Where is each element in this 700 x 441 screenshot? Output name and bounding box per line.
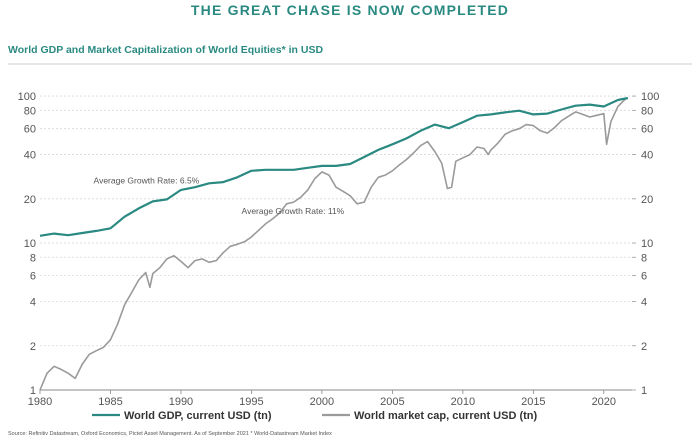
legend-label-world-gdp: World GDP, current USD (tn) <box>124 410 272 422</box>
x-axis: 1980 1985 1990 1995 2000 2005 2010 2015 2020 <box>28 389 632 408</box>
y-axis-left: 1 2 4 6 8 10 20 40 60 80 100 <box>18 91 36 397</box>
series-lines <box>39 96 629 391</box>
y-tick-label-right: 20 <box>641 194 653 206</box>
y-tick-label-left: 100 <box>18 91 36 103</box>
legend-label-world-market-cap: World market cap, current USD (tn) <box>354 410 537 422</box>
gridlines <box>40 95 632 391</box>
y-tick-label-left: 40 <box>24 150 36 162</box>
x-tick-label: 1990 <box>169 396 193 408</box>
y-tick-label-right: 8 <box>641 252 647 264</box>
y-tick-label-left: 4 <box>30 297 36 309</box>
annotation-1: Average Growth Rate: 6.5% <box>94 175 200 185</box>
y-tick-label-right: 60 <box>641 124 653 136</box>
x-tick-label: 1985 <box>98 396 122 408</box>
annotations: Average Growth Rate: 6.5% Average Growth … <box>94 175 345 216</box>
y-tick-label-right: 2 <box>641 341 647 353</box>
y-axis-right: 1 2 4 6 8 10 20 40 60 80 100 <box>632 91 659 397</box>
y-tick-label-left: 8 <box>30 252 36 264</box>
y-tick-label-left: 60 <box>24 124 36 136</box>
series-line-world-market-cap <box>39 97 629 391</box>
y-tick-label-left: 6 <box>30 271 36 283</box>
y-tick-label-left: 2 <box>30 341 36 353</box>
y-tick-label-right: 100 <box>641 91 659 103</box>
source-note: Source: Refinitiv Datastream, Oxford Eco… <box>8 431 332 437</box>
series-line-world-gdp <box>39 96 629 237</box>
x-tick-label: 2015 <box>521 396 545 408</box>
x-tick-label: 2010 <box>451 396 475 408</box>
y-tick-label-right: 1 <box>641 385 647 397</box>
y-tick-label-right: 10 <box>641 238 653 250</box>
x-tick-label: 2005 <box>380 396 404 408</box>
annotation-2: Average Growth Rate: 11% <box>242 206 345 216</box>
y-tick-label-right: 6 <box>641 271 647 283</box>
x-tick-label: 2000 <box>310 396 334 408</box>
legend: World GDP, current USD (tn) World market … <box>92 410 537 422</box>
y-tick-label-left: 80 <box>24 105 36 117</box>
y-tick-label-left: 20 <box>24 194 36 206</box>
y-tick-label-left: 10 <box>24 238 36 250</box>
y-tick-label-left: 1 <box>30 385 36 397</box>
x-tick-label: 1995 <box>239 396 263 408</box>
chart-title: World GDP and Market Capitalization of W… <box>8 44 324 56</box>
y-tick-label-right: 4 <box>641 297 647 309</box>
y-tick-label-right: 40 <box>641 150 653 162</box>
y-tick-label-right: 80 <box>641 105 653 117</box>
headline: THE GREAT CHASE IS NOW COMPLETED <box>190 2 510 18</box>
x-tick-label: 2020 <box>592 396 616 408</box>
x-tick-label: 1980 <box>28 396 52 408</box>
